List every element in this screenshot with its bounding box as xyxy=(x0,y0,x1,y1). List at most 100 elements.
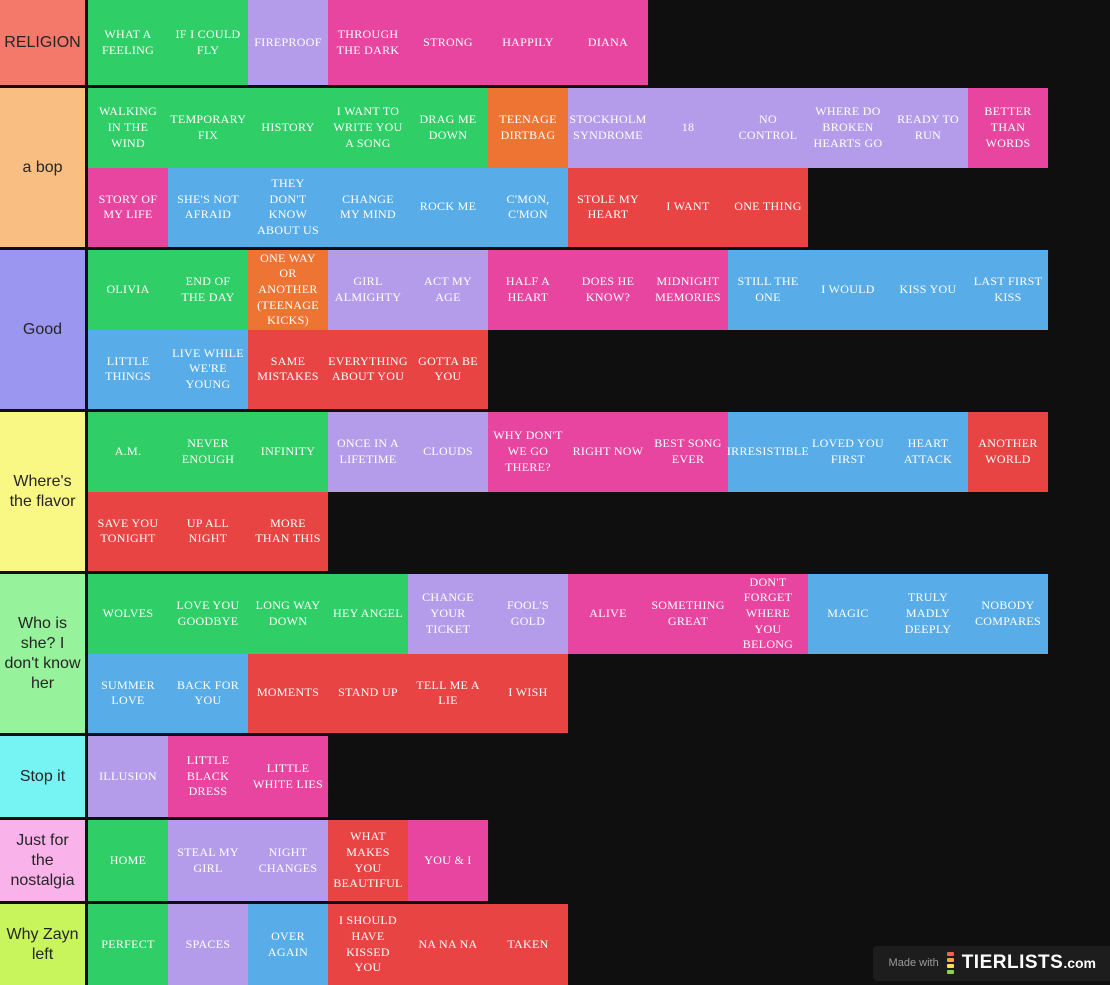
song-tile-little-white-lies[interactable]: LITTLE WHITE LIES xyxy=(248,736,328,817)
song-tile-over-again[interactable]: OVER AGAIN xyxy=(248,904,328,985)
tier-row-good: Good OLIVIA END OF THE DAY ONE WAY OR ANOTH… xyxy=(0,250,1110,409)
song-tile-infinity[interactable]: INFINITY xyxy=(248,412,328,492)
song-tile-gotta-be-you[interactable]: GOTTA BE YOU xyxy=(408,329,488,409)
tierlists-logo-icon xyxy=(946,952,954,974)
song-tile-home[interactable]: HOME xyxy=(88,820,168,901)
song-tile-drag-me-down[interactable]: DRAG ME DOWN xyxy=(408,88,488,168)
song-tile-little-things[interactable]: LITTLE THINGS xyxy=(88,329,168,409)
song-tile-girl-almighty[interactable]: GIRL ALMIGHTY xyxy=(328,250,408,330)
song-tile-kiss-you[interactable]: KISS YOU xyxy=(888,250,968,330)
song-tile-loved-you-first[interactable]: LOVED YOU FIRST xyxy=(808,412,888,492)
song-tile-back-for-you[interactable]: BACK FOR YOU xyxy=(168,653,248,733)
song-tile-no-control[interactable]: NO CONTROL xyxy=(728,88,808,168)
song-tile-if-i-could-fly[interactable]: IF I COULD FLY xyxy=(168,0,248,85)
song-tile-strong[interactable]: STRONG xyxy=(408,0,488,85)
song-tile-does-he-know[interactable]: DOES HE KNOW? xyxy=(568,250,648,330)
song-tile-long-way-down[interactable]: LONG WAY DOWN xyxy=(248,574,328,654)
song-tile-alive[interactable]: ALIVE xyxy=(568,574,648,654)
song-tile-love-you-goodbye[interactable]: LOVE YOU GOODBYE xyxy=(168,574,248,654)
song-tile-spaces[interactable]: SPACES xyxy=(168,904,248,985)
song-tile-irresistible[interactable]: IRRESISTIBLE xyxy=(727,412,809,492)
song-tile-she-s-not-afraid[interactable]: SHE'S NOT AFRAID xyxy=(168,167,248,247)
song-tile-you-i[interactable]: YOU & I xyxy=(408,820,488,901)
song-tile-temporary-fix[interactable]: TEMPORARY FIX xyxy=(168,88,248,168)
song-tile-illusion[interactable]: ILLUSION xyxy=(88,736,168,817)
song-tile-tell-me-a-lie[interactable]: TELL ME A LIE xyxy=(408,653,488,733)
song-tile-never-enough[interactable]: NEVER ENOUGH xyxy=(168,412,248,492)
song-tile-ready-to-run[interactable]: READY TO RUN xyxy=(888,88,968,168)
song-tile-still-the-one[interactable]: STILL THE ONE xyxy=(728,250,808,330)
song-tile-a-m[interactable]: A.M. xyxy=(88,412,168,492)
song-tile-moments[interactable]: MOMENTS xyxy=(248,653,328,733)
song-tile-summer-love[interactable]: SUMMER LOVE xyxy=(88,653,168,733)
song-tile-one-thing[interactable]: ONE THING xyxy=(728,167,808,247)
song-tile-half-a-heart[interactable]: HALF A HEART xyxy=(488,250,568,330)
song-tile-end-of-the-day[interactable]: END OF THE DAY xyxy=(168,250,248,330)
tile-line: WALKING IN THE WIND TEMPORARY FIX HISTORY I… xyxy=(88,88,1048,168)
song-tile-act-my-age[interactable]: ACT MY AGE xyxy=(408,250,488,330)
song-tile-magic[interactable]: MAGIC xyxy=(808,574,888,654)
song-tile-teenage-dirtbag[interactable]: TEENAGE DIRTBAG xyxy=(488,88,568,168)
song-tile-where-do-broken-hearts-go[interactable]: WHERE DO BROKEN HEARTS GO xyxy=(808,88,888,168)
song-tile-taken[interactable]: TAKEN xyxy=(488,904,568,985)
song-tile-hey-angel[interactable]: HEY ANGEL xyxy=(328,574,408,654)
song-tile-history[interactable]: HISTORY xyxy=(248,88,328,168)
song-tile-i-wish[interactable]: I WISH xyxy=(488,653,568,733)
song-tile-same-mistakes[interactable]: SAME MISTAKES xyxy=(248,329,328,409)
song-tile-they-don-t-know-about-us[interactable]: THEY DON'T KNOW ABOUT US xyxy=(248,167,328,247)
song-tile-right-now[interactable]: RIGHT NOW xyxy=(568,412,648,492)
song-tile-wolves[interactable]: WOLVES xyxy=(88,574,168,654)
song-tile-another-world[interactable]: ANOTHER WORLD xyxy=(968,412,1048,492)
song-tile-up-all-night[interactable]: UP ALL NIGHT xyxy=(168,491,248,571)
song-tile-live-while-we-re-young[interactable]: LIVE WHILE WE'RE YOUNG xyxy=(168,329,248,409)
song-tile-don-t-forget-where-you-belong[interactable]: DON'T FORGET WHERE YOU BELONG xyxy=(728,574,808,654)
song-tile-diana[interactable]: DIANA xyxy=(568,0,648,85)
song-tile-heart-attack[interactable]: HEART ATTACK xyxy=(888,412,968,492)
tier-tiles-area: WOLVES LOVE YOU GOODBYE LONG WAY DOWN HEY A… xyxy=(88,574,1048,733)
song-tile-stockholm-syndrome[interactable]: STOCKHOLM SYNDROME xyxy=(568,88,648,168)
song-tile-truly-madly-deeply[interactable]: TRULY MADLY DEEPLY xyxy=(888,574,968,654)
song-tile-change-my-mind[interactable]: CHANGE MY MIND xyxy=(328,167,408,247)
song-tile-save-you-tonight[interactable]: SAVE YOU TONIGHT xyxy=(88,491,168,571)
tier-row-stop-it: Stop it ILLUSION LITTLE BLACK DRESS LITTLE … xyxy=(0,736,1110,817)
song-tile-one-way-or-another-teenage-kicks[interactable]: ONE WAY OR ANOTHER (TEENAGE KICKS) xyxy=(248,250,328,330)
song-tile-midnight-memories[interactable]: MIDNIGHT MEMORIES xyxy=(648,250,728,330)
song-tile-stole-my-heart[interactable]: STOLE MY HEART xyxy=(568,167,648,247)
song-tile-little-black-dress[interactable]: LITTLE BLACK DRESS xyxy=(168,736,248,817)
song-tile-clouds[interactable]: CLOUDS xyxy=(408,412,488,492)
tierlists-watermark[interactable]: Made with TIERLISTS .com xyxy=(872,946,1110,981)
song-tile-c-mon-c-mon[interactable]: C'MON, C'MON xyxy=(488,167,568,247)
song-tile-rock-me[interactable]: ROCK ME xyxy=(408,167,488,247)
song-tile-stand-up[interactable]: STAND UP xyxy=(328,653,408,733)
song-tile-more-than-this[interactable]: MORE THAN THIS xyxy=(248,491,328,571)
song-tile-what-a-feeling[interactable]: WHAT A FEELING xyxy=(88,0,168,85)
song-tile-olivia[interactable]: OLIVIA xyxy=(88,250,168,330)
song-tile-what-makes-you-beautiful[interactable]: WHAT MAKES YOU BEAUTIFUL xyxy=(328,820,408,901)
song-tile-night-changes[interactable]: NIGHT CHANGES xyxy=(248,820,328,901)
song-tile-i-should-have-kissed-you[interactable]: I SHOULD HAVE KISSED YOU xyxy=(328,904,408,985)
song-tile-everything-about-you[interactable]: EVERYTHING ABOUT YOU xyxy=(328,329,408,409)
song-tile-walking-in-the-wind[interactable]: WALKING IN THE WIND xyxy=(88,88,168,168)
song-tile-something-great[interactable]: SOMETHING GREAT xyxy=(648,574,728,654)
brand-name: TIERLISTS .com xyxy=(962,952,1096,974)
song-tile-i-want[interactable]: I WANT xyxy=(648,167,728,247)
song-tile-change-your-ticket[interactable]: CHANGE YOUR TICKET xyxy=(408,574,488,654)
song-tile-i-want-to-write-you-a-song[interactable]: I WANT TO WRITE YOU A SONG xyxy=(328,88,408,168)
song-tile-once-in-a-lifetime[interactable]: ONCE IN A LIFETIME xyxy=(328,412,408,492)
song-tile-i-would[interactable]: I WOULD xyxy=(808,250,888,330)
song-tile-better-than-words[interactable]: BETTER THAN WORDS xyxy=(968,88,1048,168)
song-tile-best-song-ever[interactable]: BEST SONG EVER xyxy=(648,412,728,492)
song-tile-through-the-dark[interactable]: THROUGH THE DARK xyxy=(328,0,408,85)
song-tile-happily[interactable]: HAPPILY xyxy=(488,0,568,85)
tile-line: ILLUSION LITTLE BLACK DRESS LITTLE WHITE L… xyxy=(88,736,328,817)
song-tile-na-na-na[interactable]: NA NA NA xyxy=(408,904,488,985)
song-tile-story-of-my-life[interactable]: STORY OF MY LIFE xyxy=(88,167,168,247)
song-tile-last-first-kiss[interactable]: LAST FIRST KISS xyxy=(968,250,1048,330)
song-tile-steal-my-girl[interactable]: STEAL MY GIRL xyxy=(168,820,248,901)
song-tile-nobody-compares[interactable]: NOBODY COMPARES xyxy=(968,574,1048,654)
song-tile-why-don-t-we-go-there[interactable]: WHY DON'T WE GO THERE? xyxy=(488,412,568,492)
song-tile-perfect[interactable]: PERFECT xyxy=(88,904,168,985)
song-tile-fireproof[interactable]: FIREPROOF xyxy=(248,0,328,85)
song-tile-fool-s-gold[interactable]: FOOL'S GOLD xyxy=(488,574,568,654)
song-tile-18[interactable]: 18 xyxy=(648,88,728,168)
